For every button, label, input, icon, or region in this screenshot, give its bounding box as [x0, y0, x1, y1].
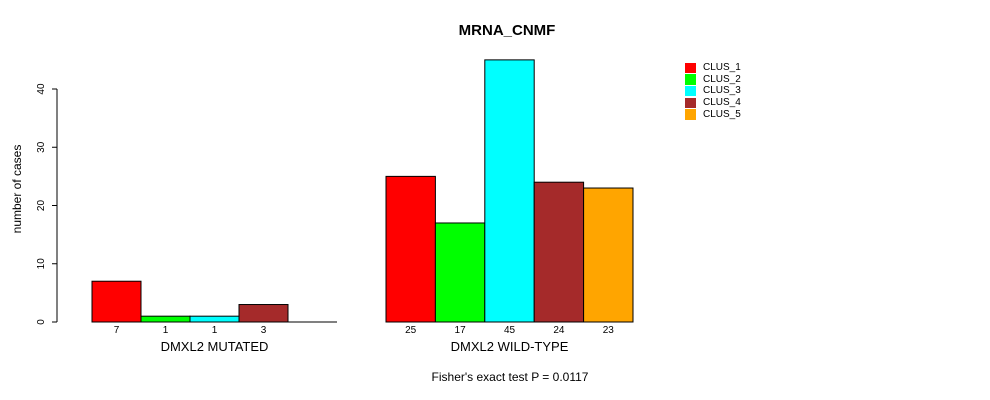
- bar-value-label: 3: [261, 325, 267, 336]
- bar-value-label: 45: [504, 325, 516, 336]
- bar-value-label: 24: [553, 325, 565, 336]
- bar-value-label: 25: [405, 325, 417, 336]
- fisher-test-caption: Fisher's exact test P = 0.0117: [431, 370, 589, 384]
- bar-clus_3-group1: [189, 315, 240, 323]
- legend-label: CLUS_1: [703, 61, 741, 73]
- legend: CLUS_1 CLUS_2 CLUS_3 CLUS_4 CLUS_5: [685, 62, 741, 120]
- bar-value-label: 1: [163, 325, 169, 336]
- bar-clus_3-group2: [484, 59, 535, 323]
- chart-title: MRNA_CNMF: [458, 22, 556, 39]
- legend-item-clus_4: CLUS_4: [685, 97, 741, 109]
- legend-label: CLUS_5: [703, 108, 741, 120]
- legend-swatch: [685, 97, 696, 109]
- y-axis-tick-label: 40: [36, 83, 47, 95]
- legend-swatch: [685, 85, 696, 97]
- y-axis-tick-label: 30: [36, 141, 47, 153]
- bar-clus_2-group1: [140, 315, 191, 323]
- bar-value-label: 7: [114, 325, 120, 336]
- legend-label: CLUS_2: [703, 73, 741, 85]
- legend-label: CLUS_3: [703, 85, 741, 97]
- legend-item-clus_1: CLUS_1: [685, 62, 741, 74]
- y-axis-tick-label: 20: [36, 200, 47, 212]
- bar-clus_4-group2: [533, 181, 585, 323]
- legend-item-clus_2: CLUS_2: [685, 74, 741, 86]
- y-axis-tick-label: 10: [36, 258, 47, 270]
- y-axis-tick-label: 0: [36, 319, 47, 325]
- legend-swatch: [685, 62, 696, 74]
- group-label-wildtype: DMXL2 WILD-TYPE: [450, 339, 569, 354]
- legend-item-clus_3: CLUS_3: [685, 85, 741, 97]
- legend-item-clus_5: CLUS_5: [685, 109, 741, 121]
- bar-clus_4-group1: [238, 304, 289, 323]
- legend-swatch: [685, 109, 696, 120]
- bar-value-label: 17: [455, 325, 467, 336]
- group-label-mutated: DMXL2 MUTATED: [160, 339, 269, 354]
- bar-clus_1-group1: [91, 280, 142, 323]
- bar-clus_2-group2: [434, 222, 486, 323]
- bar-value-label: 1: [212, 325, 218, 336]
- bar-value-label: 23: [603, 325, 615, 336]
- bar-clus_1-group2: [385, 175, 436, 323]
- bar-clus_5-group2: [583, 187, 634, 323]
- legend-swatch: [685, 74, 696, 85]
- legend-label: CLUS_4: [703, 96, 741, 108]
